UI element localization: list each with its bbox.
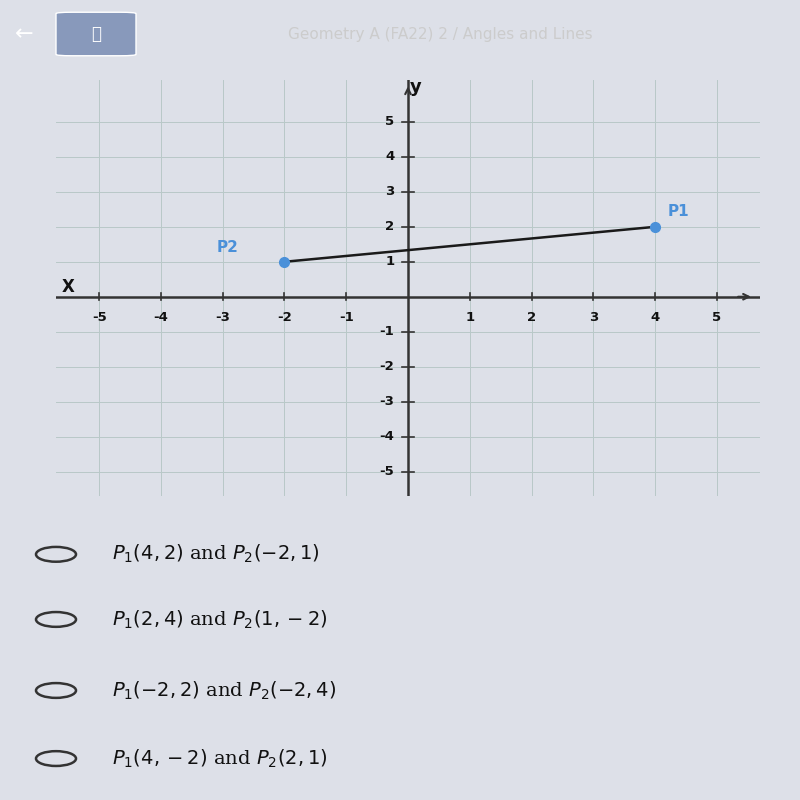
Text: 3: 3: [385, 186, 394, 198]
Text: -5: -5: [380, 465, 394, 478]
Text: -1: -1: [380, 325, 394, 338]
Text: X: X: [62, 278, 74, 296]
Text: Geometry A (FA22) 2 / Angles and Lines: Geometry A (FA22) 2 / Angles and Lines: [288, 26, 592, 42]
Text: -3: -3: [379, 395, 394, 408]
Text: 4: 4: [650, 311, 660, 325]
Text: -5: -5: [92, 311, 106, 325]
Text: $P_1(2, 4)$ and $P_2(1, -2)$: $P_1(2, 4)$ and $P_2(1, -2)$: [112, 608, 327, 630]
Text: $P_1(4,-2)$ and $P_2(2, 1)$: $P_1(4,-2)$ and $P_2(2, 1)$: [112, 747, 327, 770]
Text: $P_1(4,2)$ and $P_2(-2, 1)$: $P_1(4,2)$ and $P_2(-2, 1)$: [112, 543, 320, 566]
Text: 4: 4: [385, 150, 394, 163]
Text: $P_1(-2,2)$ and $P_2(-2, 4)$: $P_1(-2,2)$ and $P_2(-2, 4)$: [112, 679, 336, 702]
Text: P2: P2: [217, 240, 238, 255]
Text: 3: 3: [589, 311, 598, 325]
Text: y: y: [410, 78, 422, 96]
Text: 2: 2: [386, 220, 394, 234]
Text: 5: 5: [712, 311, 722, 325]
Text: -4: -4: [154, 311, 169, 325]
Text: 1: 1: [386, 255, 394, 268]
Text: P1: P1: [667, 204, 689, 219]
Text: -2: -2: [277, 311, 292, 325]
Text: 📋: 📋: [91, 25, 101, 43]
Text: -2: -2: [380, 360, 394, 373]
Text: 2: 2: [527, 311, 536, 325]
Text: -3: -3: [215, 311, 230, 325]
Text: -4: -4: [379, 430, 394, 443]
FancyBboxPatch shape: [56, 12, 136, 56]
Text: ←: ←: [14, 24, 34, 44]
Text: -1: -1: [339, 311, 354, 325]
Text: 1: 1: [465, 311, 474, 325]
Text: 5: 5: [386, 115, 394, 129]
